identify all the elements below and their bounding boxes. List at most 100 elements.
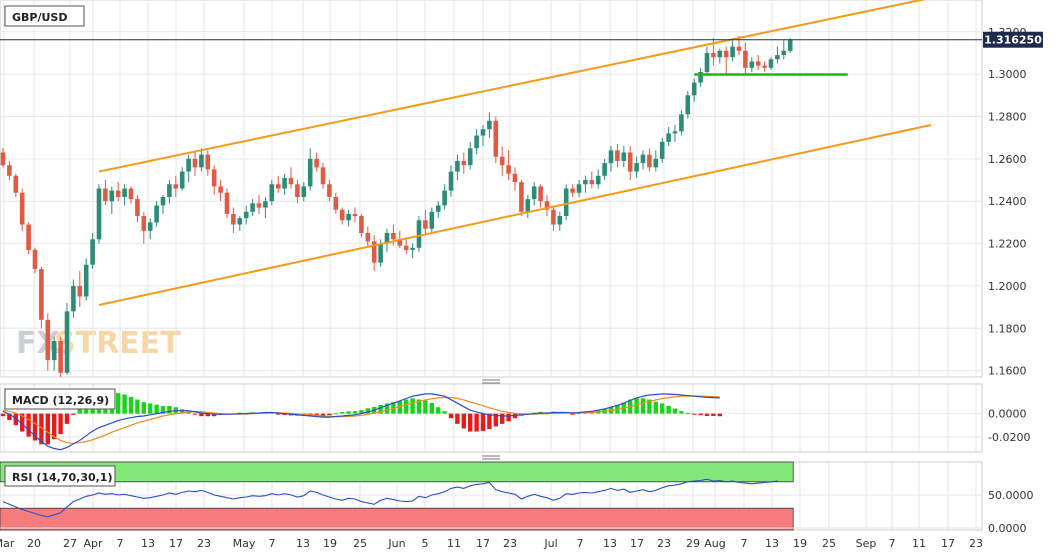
macd-histogram-bar xyxy=(116,393,121,414)
candle xyxy=(519,180,524,217)
candle-body xyxy=(58,340,63,373)
candle xyxy=(442,184,447,210)
panel-resize-handle xyxy=(482,379,500,384)
title-badge xyxy=(4,5,85,27)
candle-body xyxy=(269,184,275,202)
candle xyxy=(96,184,102,244)
price-tick-label: 1.3000 xyxy=(988,68,1027,81)
candle-body xyxy=(397,239,403,246)
macd-histogram-bar xyxy=(32,413,38,441)
candle-body xyxy=(531,186,537,200)
candle xyxy=(589,171,595,189)
macd-histogram-bar xyxy=(320,413,326,417)
macd-histogram-bar xyxy=(442,411,447,414)
rsi-tick-label: 0.0000 xyxy=(988,522,1027,535)
candle xyxy=(243,205,249,225)
date-tick-label: 27 xyxy=(63,537,77,550)
candle-body xyxy=(333,196,339,210)
rsi-label: RSI (14,70,30,1) xyxy=(12,471,112,484)
candle xyxy=(45,313,51,371)
candle-body xyxy=(749,61,755,68)
candle-body xyxy=(666,133,671,142)
candle-body xyxy=(723,50,729,58)
candle xyxy=(352,207,358,223)
candle-body xyxy=(391,232,396,240)
macd-histogram-bar xyxy=(327,413,332,416)
candle-body xyxy=(115,190,121,197)
candle xyxy=(7,160,12,181)
date-tick-label: 13 xyxy=(141,537,155,550)
macd-histogram-bar xyxy=(346,411,351,414)
candle-body xyxy=(7,165,12,176)
macd-histogram-bar xyxy=(154,404,159,414)
candle xyxy=(83,258,89,301)
date-tick-label: Mar xyxy=(0,537,15,550)
candle xyxy=(32,247,38,274)
candle xyxy=(755,55,761,70)
candle-body xyxy=(64,311,70,373)
candle xyxy=(314,152,319,172)
candle xyxy=(448,165,454,197)
macd-histogram-bar xyxy=(660,403,665,414)
candle-body xyxy=(416,220,422,248)
date-tick-label: 7 xyxy=(577,537,584,550)
candle xyxy=(26,222,31,255)
candle xyxy=(570,184,575,197)
macd-histogram-bar xyxy=(500,413,505,424)
candle-body xyxy=(775,55,780,60)
date-tick-label: 25 xyxy=(353,537,367,550)
candle xyxy=(525,194,531,219)
candle-body xyxy=(282,177,287,189)
candle xyxy=(122,184,127,206)
macd-histogram-bar xyxy=(0,413,6,417)
price-axis: 1.1600 1.1800 1.2000 1.2200 1.2400 1.2600 1.28… xyxy=(983,26,1043,378)
macd-histogram-bar xyxy=(429,402,434,414)
candle-body xyxy=(243,211,249,219)
trend-lines xyxy=(0,0,982,306)
panel-resize-handle xyxy=(482,455,500,460)
candle-body xyxy=(179,171,185,189)
macd-histogram-bar xyxy=(480,413,486,432)
candle xyxy=(608,146,614,172)
candle-body xyxy=(71,285,76,312)
macd-histogram-bar xyxy=(333,413,338,415)
candle-body xyxy=(378,243,383,263)
candle xyxy=(192,150,198,176)
candle-body xyxy=(467,148,473,166)
macd-histogram-bar xyxy=(704,413,710,416)
candle-body xyxy=(704,52,710,73)
candle xyxy=(186,154,191,183)
candle xyxy=(487,112,492,138)
candle xyxy=(563,184,569,221)
macd-histogram-bar xyxy=(672,408,678,414)
candle xyxy=(173,175,179,197)
watermark: FX STREET xyxy=(16,326,181,361)
candle xyxy=(154,201,159,227)
macd-histogram-bar xyxy=(276,413,281,415)
candle xyxy=(64,302,70,375)
candle-body xyxy=(755,61,761,66)
candle-body xyxy=(45,319,51,361)
candle-body xyxy=(672,131,678,134)
candle xyxy=(634,156,639,178)
candle-body xyxy=(647,154,652,168)
candle-body xyxy=(480,129,486,136)
candle-body xyxy=(435,205,441,212)
price-tick-label: 1.1800 xyxy=(988,322,1027,335)
candle-body xyxy=(0,152,6,166)
candle-body xyxy=(621,152,627,161)
macd-histogram-bar xyxy=(634,398,639,414)
candle-body xyxy=(250,203,255,212)
candle xyxy=(295,180,300,204)
candle-body xyxy=(627,152,633,172)
candle xyxy=(307,148,313,191)
date-tick-label: 19 xyxy=(323,537,337,550)
candle xyxy=(743,42,748,75)
macd-histogram-bar xyxy=(436,407,441,414)
macd-histogram-bar xyxy=(20,413,25,432)
macd-histogram-bar xyxy=(205,413,210,417)
rsi-tick-label: 50.0000 xyxy=(988,489,1034,502)
date-tick-label: 7 xyxy=(889,537,896,550)
candle-body xyxy=(487,120,492,130)
